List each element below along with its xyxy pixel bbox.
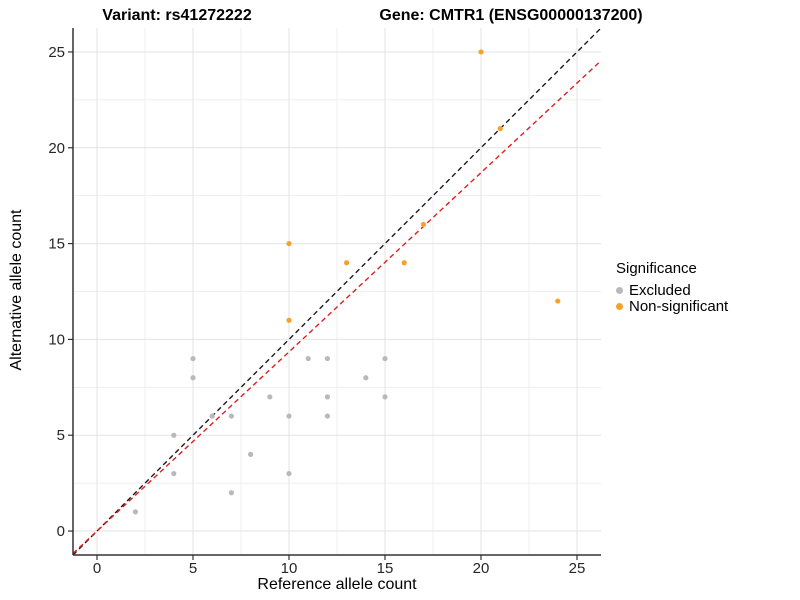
- variant-title: Variant: rs41272222: [102, 7, 252, 24]
- data-point-excluded: [228, 413, 234, 419]
- y-tick-label: 10: [48, 331, 65, 348]
- data-point-excluded: [190, 375, 196, 381]
- data-point-excluded: [209, 413, 215, 419]
- legend-item-excluded: Excluded: [616, 281, 728, 299]
- fit-line: [73, 60, 601, 554]
- x-tick-label: 15: [377, 560, 394, 577]
- x-tick-label: 10: [281, 560, 298, 577]
- non-significant-dot-icon: [616, 302, 623, 310]
- data-point-excluded: [286, 413, 292, 419]
- x-tick-label: 0: [93, 560, 101, 577]
- legend-item-label: Non-significant: [629, 297, 729, 315]
- x-tick-label: 25: [569, 560, 586, 577]
- data-point-non-significant: [420, 221, 426, 228]
- legend-title: Significance: [616, 260, 697, 277]
- data-point-excluded: [228, 490, 234, 496]
- x-tick-label: 20: [473, 560, 490, 577]
- data-point-non-significant: [286, 317, 292, 323]
- data-point-excluded: [324, 355, 330, 362]
- data-point-excluded: [305, 355, 311, 362]
- y-tick-label: 20: [48, 140, 65, 157]
- legend-item-non-significant: Non-significant: [616, 297, 729, 315]
- data-point-excluded: [171, 470, 177, 477]
- identity-line: [73, 28, 601, 555]
- x-tick-label: 5: [189, 560, 197, 577]
- data-point-excluded: [324, 413, 330, 419]
- data-point-excluded: [363, 375, 369, 381]
- data-point-non-significant: [401, 260, 407, 266]
- data-point-excluded: [190, 355, 196, 362]
- data-point-excluded: [132, 509, 138, 515]
- data-point-non-significant: [555, 298, 561, 304]
- data-point-excluded: [324, 394, 330, 400]
- y-tick-label: 5: [57, 427, 65, 444]
- data-point-excluded: [248, 451, 254, 457]
- y-tick-label: 25: [48, 44, 65, 61]
- data-point-non-significant: [286, 240, 292, 247]
- x-axis-title: Reference allele count: [257, 576, 417, 593]
- data-point-excluded: [382, 355, 388, 362]
- y-axis-title: Alternative allele count: [8, 209, 25, 371]
- data-point-excluded: [286, 470, 292, 477]
- legend: Significance Excluded Non-significant: [616, 260, 729, 315]
- legend-item-label: Excluded: [629, 281, 691, 299]
- excluded-dot-icon: [616, 286, 623, 294]
- data-point-non-significant: [344, 260, 350, 266]
- data-point-excluded: [171, 432, 177, 438]
- data-point-non-significant: [478, 49, 484, 55]
- gene-title: Gene: CMTR1 (ENSG00000137200): [379, 7, 643, 24]
- data-point-excluded: [267, 394, 273, 400]
- data-point-non-significant: [497, 126, 503, 132]
- y-tick-label: 15: [48, 236, 65, 253]
- data-point-excluded: [382, 394, 388, 400]
- y-tick-label: 0: [57, 523, 65, 540]
